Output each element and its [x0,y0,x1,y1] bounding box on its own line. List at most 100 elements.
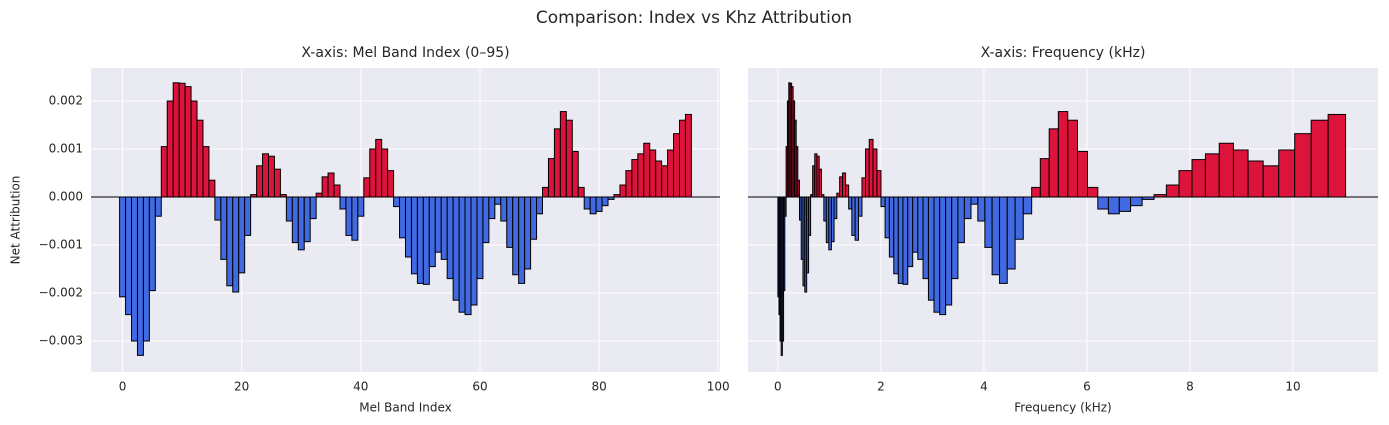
bar [440,196,448,260]
bar [684,113,692,198]
bar [577,186,585,198]
bar [268,155,275,198]
bar [202,146,210,198]
y-tick-label: 0.001 [49,142,83,156]
bar [333,184,341,198]
y-tick-label: 0.000 [49,190,83,204]
bar [405,196,412,258]
bar [907,196,914,268]
bar [363,177,371,198]
bar [262,153,270,198]
x-tick-label: 80 [591,380,606,394]
bar [536,196,543,215]
bar [238,196,246,274]
bar [369,148,377,198]
subplot-title: X-axis: Frequency (kHz) [981,45,1146,61]
bar [309,196,317,220]
bar [422,196,430,285]
bar [1086,186,1099,198]
bar [1107,196,1120,215]
bar [559,111,567,198]
bar [547,158,555,198]
bar [256,165,264,198]
bar [387,170,395,198]
bar [381,148,389,198]
bar [297,196,305,251]
bar [999,196,1008,284]
bar [1130,196,1143,207]
bar [884,196,890,239]
x-tick-label: 2 [877,380,885,394]
bar [464,196,472,316]
figure-title: Comparison: Index vs Khz Attribution [536,8,852,28]
bar [321,176,329,198]
x-tick-label: 6 [1083,380,1091,394]
bar [125,196,133,316]
bar [1294,133,1312,198]
bar [637,153,645,198]
bar [963,196,972,220]
bar [184,86,192,198]
bar [872,148,878,198]
bar [476,196,484,280]
y-tick-label: 0.002 [49,94,83,108]
bar [291,196,299,244]
bar [1232,149,1249,198]
bar [977,196,986,222]
bar [190,100,198,198]
bar [933,196,941,313]
bar [148,196,156,292]
bar [410,196,418,275]
bar [226,196,234,287]
bar [1067,119,1078,198]
bar [868,138,874,198]
bar [142,196,150,342]
bar [797,179,800,198]
bar [470,196,478,306]
bar [416,196,424,284]
bar [589,196,597,215]
bar [880,196,886,208]
bar [375,138,383,198]
bar [482,196,490,244]
bar [865,148,870,198]
bar [818,168,822,198]
bar [214,196,222,221]
bar [643,142,651,198]
bar [678,119,686,198]
bar [244,196,252,236]
bar [285,196,293,222]
bar [446,196,454,280]
bar [1048,128,1059,198]
y-tick-label: −0.003 [39,333,83,347]
bar [428,196,436,268]
bar [524,196,532,270]
bar [1278,149,1296,198]
bar [136,196,144,356]
bar [876,170,882,198]
bar [518,196,526,284]
bar [854,196,859,241]
x-tick-label: 0 [774,380,782,394]
bar [897,196,904,284]
subplot-title: X-axis: Mel Band Index (0–95) [301,45,509,61]
bar [571,150,579,198]
bar [530,196,538,240]
y-tick-label: −0.002 [39,286,83,300]
bar [939,196,947,316]
bar [553,128,561,198]
bar [512,196,520,276]
bar [601,196,609,207]
bar [902,196,909,285]
bar [166,100,174,198]
bar [196,119,204,198]
bar [303,196,311,243]
bar [1310,119,1329,198]
bar [565,119,573,198]
bar [500,196,508,222]
bar [984,196,993,248]
bar [1097,196,1109,210]
bar [845,184,850,198]
bar [399,196,406,239]
bar [957,196,965,244]
